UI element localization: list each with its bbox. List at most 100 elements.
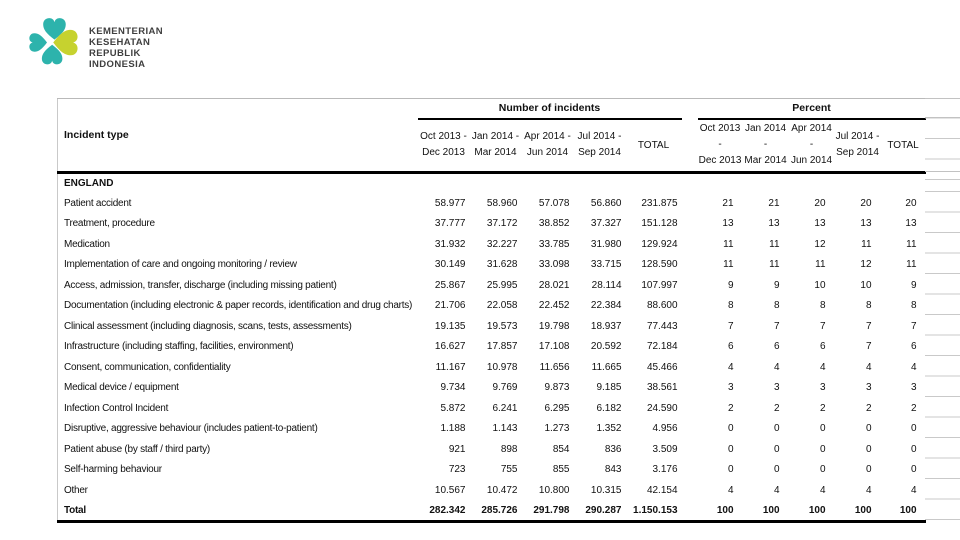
table-row: ENGLAND (58, 173, 926, 194)
percent-cell: 0 (773, 443, 780, 455)
column-gap (681, 500, 698, 523)
incident-type-cell: ENGLAND (64, 178, 114, 189)
percent-cell: 4 (773, 361, 780, 373)
incident-type-cell: Access, admission, transfer, discharge (… (64, 279, 337, 291)
logo-petal-top (43, 18, 66, 40)
percent-cell: 7 (865, 341, 872, 353)
incident-count-cell: 11.665 (591, 361, 622, 373)
percent-cell (789, 173, 835, 194)
table-row: Self-harming behaviour 723 755 855 843 3.176 0… (58, 460, 926, 481)
percent-cell: 4 (910, 484, 917, 496)
percent-cell: 6 (910, 341, 917, 353)
percent-cell: 11 (815, 259, 826, 271)
incident-count-cell: 5.872 (440, 402, 466, 414)
table-row: Access, admission, transfer, discharge (… (58, 275, 926, 296)
percent-cell: 10 (860, 279, 872, 291)
percent-cell: 0 (910, 464, 917, 476)
incident-count-cell: 38.561 (646, 382, 678, 394)
table-row: Other 10.567 10.472 10.800 10.315 42.154 4 4 4 4 4 (58, 480, 926, 501)
incident-count-cell: 31.980 (590, 238, 622, 250)
incident-count-cell: 291.798 (521, 500, 574, 523)
percent-cell: 2 (865, 402, 872, 414)
incident-count-cell: 723 (448, 464, 466, 476)
incident-count-cell: 18.937 (590, 320, 622, 332)
percent-cell: 3 (727, 382, 734, 394)
percent-cell: 13 (860, 218, 872, 230)
percent-cell: 21 (722, 197, 734, 209)
percent-cell: 0 (773, 423, 780, 435)
incident-count-cell: 57.078 (538, 197, 570, 209)
incident-count-cell: 1.188 (440, 423, 466, 435)
incident-count-cell: 9.734 (440, 382, 466, 394)
percent-cell: 6 (819, 341, 826, 353)
incident-count-cell (626, 173, 682, 194)
incident-count-cell: 10.978 (486, 361, 518, 373)
column-gap (682, 255, 698, 276)
incident-count-cell: 6.295 (544, 402, 570, 414)
incident-count-cell: 32.227 (486, 238, 518, 250)
incident-count-cell: 231.875 (641, 197, 678, 209)
incident-count-cell (574, 173, 626, 194)
incident-count-cell: 20.592 (590, 341, 622, 353)
percent-cell: 100 (697, 500, 743, 523)
table-row: Implementation of care and ongoing monit… (58, 255, 926, 276)
percent-cell: 11 (861, 238, 872, 250)
table-row: Patient abuse (by staff / third party) 92… (58, 439, 926, 460)
ministry-name: KEMENTERIAN KESEHATAN REPUBLIK INDONESIA (89, 26, 163, 74)
table-row: Clinical assessment (including diagnosis… (58, 316, 926, 337)
incident-count-cell: 45.466 (646, 361, 678, 373)
incident-count-cell: 22.384 (590, 300, 622, 312)
percent-cell: 3 (819, 382, 826, 394)
incident-count-cell: 37.172 (486, 218, 518, 230)
percent-cell: 7 (910, 320, 917, 332)
incident-count-cell: 56.860 (590, 197, 622, 209)
ministry-name-line: INDONESIA (89, 59, 146, 70)
kemenkes-logo: KEMENTERIAN KESEHATAN REPUBLIK INDONESIA (26, 10, 163, 74)
period-header: Oct 2013 - Dec 2013 (697, 118, 743, 174)
incident-count-cell: 10.472 (486, 484, 518, 496)
incident-count-cell (522, 173, 574, 194)
incident-count-cell: 10.315 (590, 484, 622, 496)
column-gap (682, 234, 698, 255)
incident-count-cell: 31.932 (434, 238, 466, 250)
incident-count-cell: 3.509 (652, 443, 678, 455)
incident-count-cell: 22.452 (538, 300, 570, 312)
incident-count-cell: 1.273 (544, 423, 570, 435)
percent-cell: 0 (773, 464, 780, 476)
period-header: Apr 2014 - Jun 2014 (788, 118, 835, 174)
incident-count-cell: 24.590 (646, 402, 678, 414)
table-row: Patient accident 58.977 58.960 57.078 56.860… (58, 193, 926, 214)
incident-type-cell: Disruptive, aggressive behaviour (includ… (64, 423, 318, 435)
percent-cell: 11 (723, 238, 734, 250)
percent-cell: 11 (769, 259, 780, 271)
percent-cell: 7 (773, 320, 780, 332)
incident-count-cell: 285.726 (469, 500, 522, 523)
incident-count-cell: 843 (604, 464, 622, 476)
percent-cell (743, 173, 789, 194)
incident-count-cell: 9.185 (596, 382, 622, 394)
percent-cell: 0 (819, 443, 826, 455)
incident-count-cell: 38.852 (538, 218, 570, 230)
incident-count-cell: 28.021 (538, 279, 570, 291)
percent-cell: 7 (865, 320, 872, 332)
incident-type-cell: Consent, communication, confidentiality (64, 361, 231, 373)
logo-heart-right (53, 29, 78, 56)
percent-cell: 4 (819, 484, 826, 496)
incident-count-cell (418, 173, 470, 194)
incident-count-cell: 107.997 (641, 279, 678, 291)
percent-cell (698, 173, 743, 194)
incident-count-cell: 42.154 (646, 484, 678, 496)
incident-type-cell: Patient abuse (by staff / third party) (64, 443, 210, 455)
period-header: Apr 2014 - Jun 2014 (521, 118, 574, 174)
percent-cell: 21 (768, 197, 780, 209)
incident-count-cell: 72.184 (646, 341, 678, 353)
incident-type-cell: Self-harming behaviour (64, 464, 162, 476)
column-gap (682, 173, 698, 194)
percent-cell: 11 (906, 259, 917, 271)
percent-cell: 12 (860, 259, 872, 271)
column-gap (682, 337, 698, 358)
percent-cell: 7 (819, 320, 826, 332)
percent-cell: 4 (865, 361, 872, 373)
percent-cell: 3 (865, 382, 872, 394)
